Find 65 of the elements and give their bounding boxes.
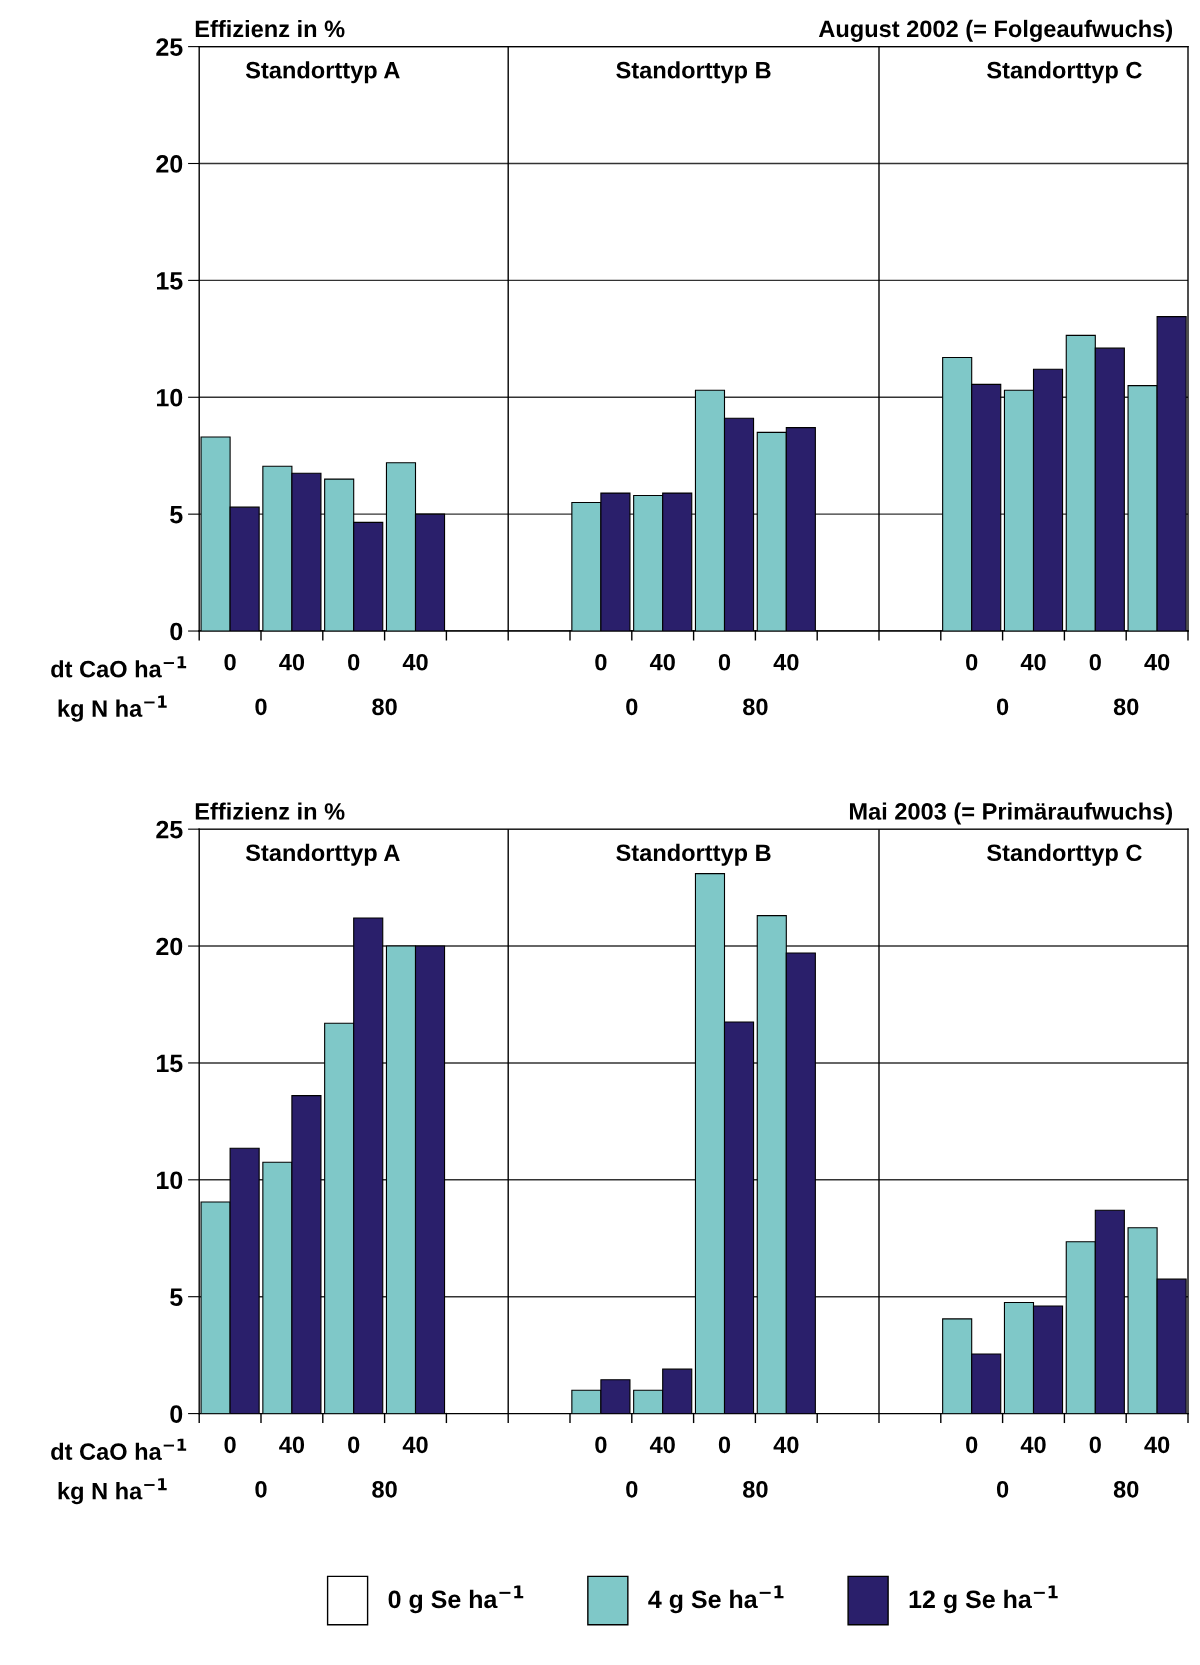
annotation: Standorttyp C [987,61,1142,84]
x-tick-label: 40 [1144,653,1170,671]
x-tick-label: 40 [773,1436,799,1454]
y-tick-label: 10 [157,388,183,407]
annotation: Standorttyp C [987,843,1142,866]
y-tick-label: 0 [170,1405,183,1423]
x-tick-label: 40 [279,1436,305,1454]
y-tick-label: 5 [170,1288,183,1307]
chart-title: Mai 2003 (= Primäraufwuchs) [849,802,1173,825]
x-tick-label: 0 [348,653,360,671]
text: dt CaO ha$^{−1}$ [51,1438,187,1461]
annotation: Standorttyp B [616,843,771,866]
x-tick-label: 0 [224,653,236,671]
text: 80 [372,698,397,716]
text: 80 [1113,698,1139,716]
legend-label: 4 g Se ha$^{−1}$ [648,1585,784,1614]
x-tick-label: 0 [1089,653,1101,671]
y-tick-label: 25 [156,38,183,56]
text: 80 [743,1480,768,1498]
text: 0 [626,1480,638,1498]
y-tick-label: 15 [157,1054,183,1073]
y-tick-label: 15 [157,272,183,290]
x-tick-label: 40 [402,1436,428,1454]
y-tick-label: 20 [156,937,183,956]
text: kg N ha$^{−1}$ [58,1478,167,1505]
annotation: Standorttyp A [245,61,400,84]
y-tick-label: 25 [156,820,183,839]
chart-title: August 2002 (= Folgeaufwuchs) [818,19,1173,42]
x-tick-label: 0 [348,1436,360,1454]
text: 80 [372,1480,397,1498]
annotation: Standorttyp A [245,843,400,866]
text: 0 [996,698,1009,716]
x-tick-label: 40 [1144,1436,1170,1454]
y-tick-label: 0 [170,622,183,641]
y-tick-label: 5 [170,506,183,524]
text: 0 [996,1480,1009,1498]
x-tick-label: 40 [649,653,675,671]
x-tick-label: 0 [718,1436,731,1454]
x-tick-label: 40 [279,653,305,671]
x-tick-label: 0 [718,653,731,671]
y-tick-label: 20 [156,155,183,173]
x-tick-label: 40 [402,653,428,671]
text: 0 [255,698,267,716]
x-tick-label: 0 [224,1436,236,1454]
text: 80 [1113,1480,1139,1498]
legend-label: 12 g Se ha$^{−1}$ [909,1585,1058,1614]
x-tick-label: 40 [649,1436,675,1454]
x-tick-label: 0 [1089,1436,1101,1454]
x-tick-label: 0 [595,653,607,671]
x-tick-label: 0 [966,1436,978,1454]
text: dt CaO ha$^{−1}$ [51,656,187,678]
x-tick-label: 0 [595,1436,607,1454]
annotation: Standorttyp B [616,61,771,84]
x-tick-label: 40 [1020,1436,1046,1454]
y-axis-title: Effizienz in % [195,802,345,820]
text: 80 [743,698,768,716]
y-tick-label: 10 [157,1171,183,1190]
legend-label: 0 g Se ha$^{−1}$ [388,1585,524,1614]
x-tick-label: 40 [1020,653,1046,671]
text: 0 [255,1480,267,1498]
text: kg N ha$^{−1}$ [58,695,167,722]
text: 0 [626,698,638,716]
y-axis-title: Effizienz in % [195,19,345,38]
x-tick-label: 40 [773,653,799,671]
x-tick-label: 0 [966,653,978,671]
